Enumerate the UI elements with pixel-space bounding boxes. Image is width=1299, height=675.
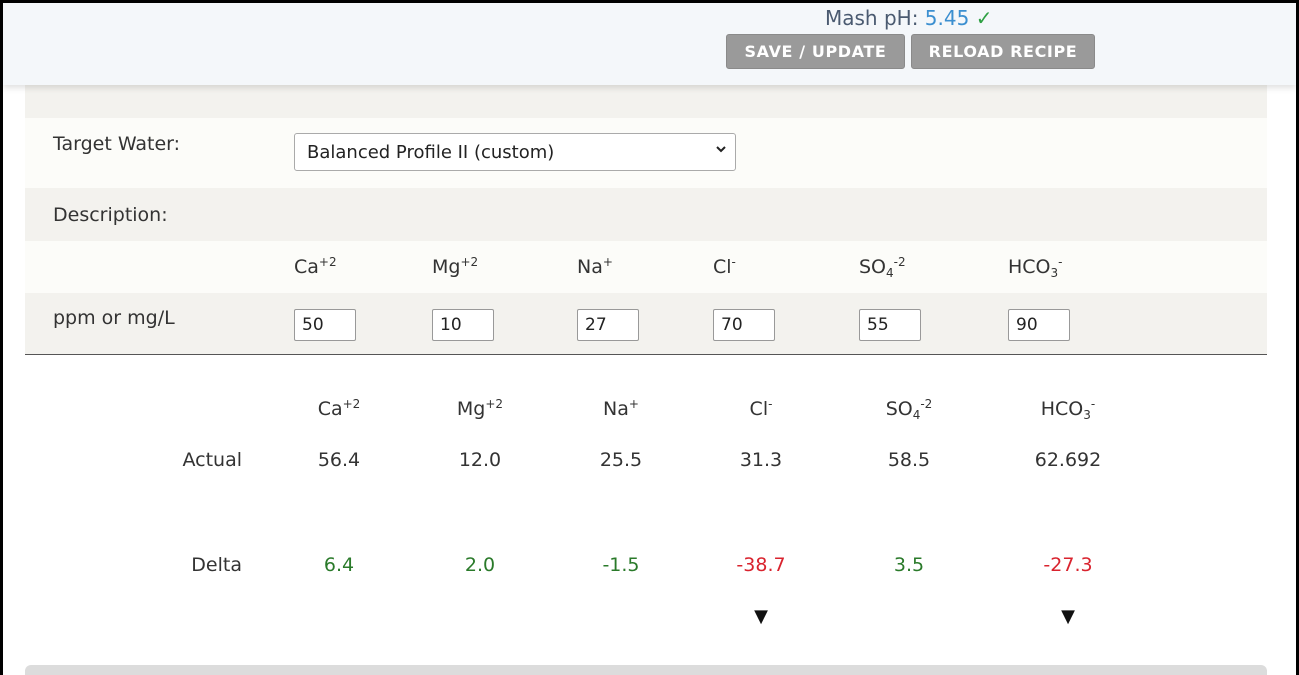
actual-value-so4: 58.5	[887, 449, 931, 471]
chevron-down-icon	[715, 143, 727, 159]
result-header-mg: Mg+2	[456, 397, 504, 420]
description-label: Description:	[53, 204, 168, 226]
expand-arrow-cl-icon[interactable]: ▼	[754, 606, 768, 627]
actual-value-mg: 12.0	[458, 449, 502, 471]
actual-value-hco3: 62.692	[1034, 449, 1102, 471]
target-water-selected: Balanced Profile II (custom)	[307, 141, 555, 163]
result-header-ca: Ca+2	[317, 397, 361, 420]
target-water-row: Target Water: Balanced Profile II (custo…	[25, 118, 1267, 188]
mash-ph-label: Mash pH:	[825, 6, 919, 30]
panel-spacer-row	[25, 85, 1267, 118]
ppm-input-row: ppm or mg/L 50 10 27 70 55 90	[25, 293, 1267, 355]
actual-value-ca: 56.4	[317, 449, 361, 471]
actual-value-na: 25.5	[599, 449, 643, 471]
result-header-hco3: HCO3-	[1040, 397, 1096, 422]
mash-ph-value: 5.45	[924, 6, 970, 30]
reload-recipe-button[interactable]: RELOAD RECIPE	[911, 34, 1095, 69]
result-header-na: Na+	[603, 397, 639, 420]
target-water-select[interactable]: Balanced Profile II (custom)	[294, 133, 736, 171]
ion-header-hco3: HCO3-	[1008, 255, 1063, 280]
units-label: ppm or mg/L	[53, 307, 175, 329]
result-header-so4: SO4-2	[885, 397, 933, 422]
target-water-label: Target Water:	[53, 133, 181, 155]
check-icon: ✓	[975, 6, 993, 30]
delta-value-na: -1.5	[602, 554, 640, 576]
actual-value-cl: 31.3	[739, 449, 783, 471]
so4-input[interactable]: 55	[859, 309, 921, 341]
ion-header-ca: Ca+2	[294, 255, 337, 278]
expand-arrow-hco3-icon[interactable]: ▼	[1061, 606, 1075, 627]
description-row: Description:	[25, 188, 1267, 241]
results-table: Ca+2 Mg+2 Na+ Cl- SO4-2 HCO3- Actual 56.…	[25, 355, 1267, 665]
ion-header-row: Ca+2 Mg+2 Na+ Cl- SO4-2 HCO3-	[25, 241, 1267, 293]
delta-value-ca: 6.4	[323, 554, 355, 576]
delta-label: Delta	[191, 554, 242, 576]
na-input[interactable]: 27	[577, 309, 639, 341]
next-panel-edge	[25, 665, 1267, 675]
delta-value-so4: 3.5	[893, 554, 925, 576]
ion-header-so4: SO4-2	[859, 255, 906, 280]
save-update-button[interactable]: SAVE / UPDATE	[726, 34, 905, 69]
mash-ph-indicator: Mash pH: 5.45 ✓	[825, 6, 992, 30]
delta-value-hco3: -27.3	[1043, 554, 1093, 576]
mg-input[interactable]: 10	[432, 309, 494, 341]
hco3-input[interactable]: 90	[1008, 309, 1070, 341]
cl-input[interactable]: 70	[713, 309, 775, 341]
top-toolbar: Mash pH: 5.45 ✓ SAVE / UPDATE RELOAD REC…	[3, 3, 1296, 85]
delta-value-cl: -38.7	[736, 554, 786, 576]
ion-header-na: Na+	[577, 255, 613, 278]
delta-value-mg: 2.0	[464, 554, 496, 576]
ca-input[interactable]: 50	[294, 309, 356, 341]
actual-label: Actual	[182, 449, 242, 471]
ion-header-mg: Mg+2	[432, 255, 479, 278]
ion-header-cl: Cl-	[713, 255, 736, 278]
result-header-cl: Cl-	[749, 397, 773, 420]
